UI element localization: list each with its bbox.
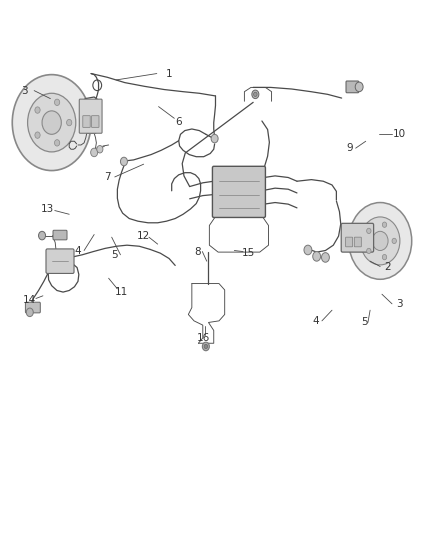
- FancyBboxPatch shape: [25, 302, 40, 313]
- Text: 4: 4: [74, 246, 81, 255]
- Circle shape: [42, 111, 61, 134]
- Circle shape: [254, 92, 257, 96]
- Circle shape: [39, 231, 46, 240]
- FancyBboxPatch shape: [212, 166, 265, 217]
- Text: 6: 6: [175, 117, 182, 126]
- FancyBboxPatch shape: [53, 230, 67, 240]
- Text: 14: 14: [23, 295, 36, 304]
- FancyBboxPatch shape: [346, 237, 353, 247]
- Text: 5: 5: [111, 250, 118, 260]
- FancyBboxPatch shape: [83, 116, 90, 127]
- Text: 11: 11: [115, 287, 128, 297]
- Circle shape: [211, 134, 218, 143]
- Text: 16: 16: [197, 334, 210, 343]
- Circle shape: [321, 253, 329, 262]
- Text: 4: 4: [312, 316, 319, 326]
- Circle shape: [349, 203, 412, 279]
- Text: 8: 8: [194, 247, 201, 256]
- Text: 7: 7: [104, 172, 111, 182]
- Circle shape: [367, 228, 371, 233]
- Circle shape: [204, 344, 208, 349]
- Text: 12: 12: [137, 231, 150, 240]
- FancyBboxPatch shape: [46, 249, 74, 273]
- Circle shape: [252, 90, 259, 99]
- Circle shape: [382, 222, 387, 228]
- FancyBboxPatch shape: [79, 99, 102, 133]
- FancyBboxPatch shape: [92, 116, 99, 127]
- Circle shape: [97, 146, 103, 153]
- Text: 3: 3: [21, 86, 28, 95]
- Circle shape: [67, 119, 72, 126]
- Circle shape: [392, 238, 396, 244]
- Text: 15: 15: [242, 248, 255, 258]
- Circle shape: [355, 82, 363, 92]
- Circle shape: [91, 148, 98, 157]
- Text: 10: 10: [393, 130, 406, 139]
- Circle shape: [313, 252, 321, 261]
- Circle shape: [202, 342, 209, 351]
- Text: 1: 1: [165, 69, 172, 78]
- Text: 13: 13: [41, 204, 54, 214]
- FancyBboxPatch shape: [341, 223, 374, 252]
- Circle shape: [35, 107, 40, 113]
- Circle shape: [35, 132, 40, 139]
- Circle shape: [382, 254, 387, 260]
- Text: 3: 3: [396, 299, 403, 309]
- Circle shape: [12, 75, 91, 171]
- Circle shape: [360, 217, 400, 265]
- Text: 9: 9: [346, 143, 353, 153]
- Circle shape: [367, 248, 371, 254]
- FancyBboxPatch shape: [346, 81, 359, 93]
- FancyBboxPatch shape: [354, 237, 361, 247]
- Circle shape: [28, 93, 76, 152]
- Circle shape: [372, 231, 388, 251]
- Text: 2: 2: [384, 262, 391, 271]
- Circle shape: [54, 99, 60, 106]
- Circle shape: [120, 157, 127, 166]
- Circle shape: [26, 308, 33, 317]
- Circle shape: [304, 245, 312, 255]
- Text: 5: 5: [361, 318, 368, 327]
- Circle shape: [54, 140, 60, 146]
